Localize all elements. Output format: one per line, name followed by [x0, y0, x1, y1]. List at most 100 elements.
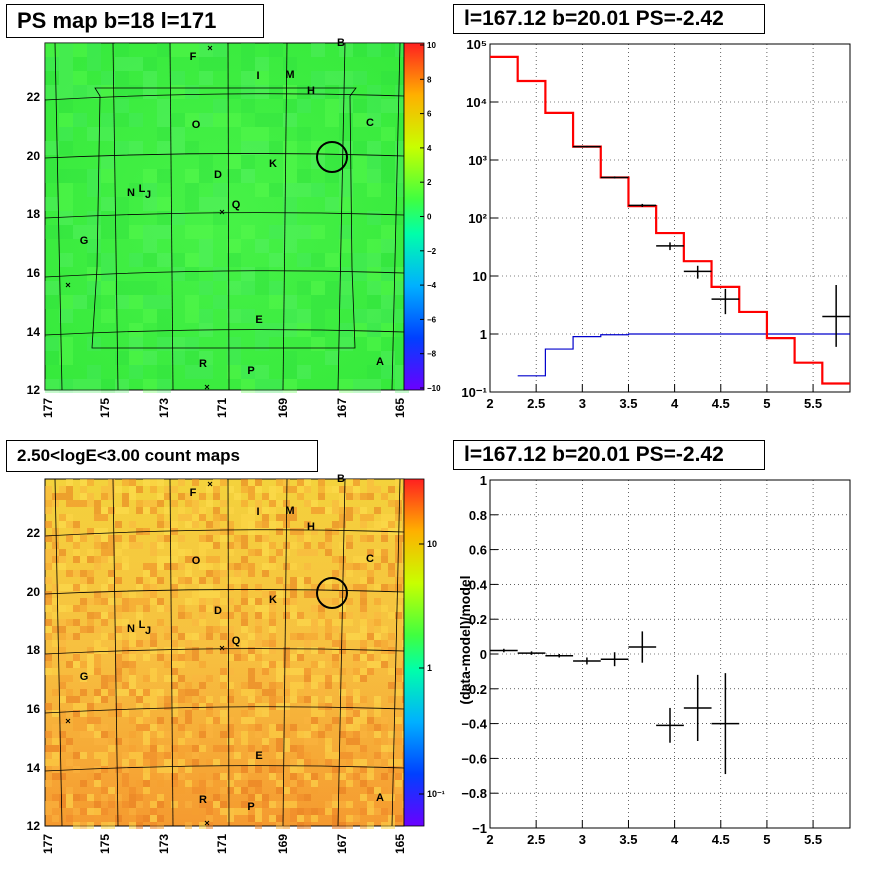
map-pixel: [59, 710, 66, 717]
map-pixel: [192, 556, 199, 563]
map-pixel: [192, 500, 199, 507]
map-pixel: [220, 815, 227, 822]
map-pixel: [178, 535, 185, 542]
map-pixel: [164, 759, 171, 766]
map-pixel: [234, 605, 241, 612]
map-pixel: [276, 815, 283, 822]
x-tick-label: 5.5: [804, 832, 822, 847]
map-pixel: [185, 351, 199, 365]
map-pixel: [108, 682, 115, 689]
map-pixel: [178, 661, 185, 668]
map-pixel: [381, 351, 395, 365]
map-pixel: [206, 563, 213, 570]
map-pixel: [143, 591, 150, 598]
map-pixel: [171, 528, 178, 535]
source-label-k: K: [269, 594, 277, 606]
map-pixel: [129, 521, 136, 528]
map-pixel: [157, 113, 171, 127]
map-pixel: [297, 647, 304, 654]
map-pixel: [108, 801, 115, 808]
map-pixel: [332, 808, 339, 815]
map-pixel: [374, 724, 381, 731]
map-pixel: [115, 535, 122, 542]
source-label-h: H: [307, 521, 315, 533]
map-pixel: [192, 745, 199, 752]
colorbar-tick-label: −4: [427, 281, 437, 290]
total-model-line: [490, 55, 850, 385]
map-pixel: [227, 351, 241, 365]
map-pixel: [318, 675, 325, 682]
map-pixel: [269, 379, 283, 393]
map-pixel: [185, 640, 192, 647]
map-pixel: [206, 626, 213, 633]
map-pixel: [339, 225, 353, 239]
map-pixel: [150, 570, 157, 577]
map-pixel: [157, 822, 164, 829]
y-tick-label: 20: [27, 585, 41, 599]
map-pixel: [122, 780, 129, 787]
map-pixel: [45, 731, 52, 738]
map-pixel: [381, 323, 395, 337]
map-pixel: [304, 794, 311, 801]
map-pixel: [283, 675, 290, 682]
source-label-j: J: [145, 625, 151, 637]
map-pixel: [332, 556, 339, 563]
map-pixel: [115, 281, 129, 295]
map-pixel: [199, 661, 206, 668]
map-pixel: [367, 281, 381, 295]
map-pixel: [311, 759, 318, 766]
map-pixel: [150, 703, 157, 710]
map-pixel: [360, 598, 367, 605]
map-pixel: [59, 211, 73, 225]
map-pixel: [108, 647, 115, 654]
x-tick-label: 171: [215, 398, 229, 418]
map-pixel: [143, 295, 157, 309]
map-pixel: [325, 801, 332, 808]
map-pixel: [199, 731, 206, 738]
map-pixel: [101, 535, 108, 542]
map-pixel: [206, 633, 213, 640]
map-pixel: [52, 549, 59, 556]
map-pixel: [374, 808, 381, 815]
map-pixel: [129, 598, 136, 605]
map-pixel: [248, 493, 255, 500]
map-pixel: [381, 752, 388, 759]
map-pixel: [241, 521, 248, 528]
map-pixel: [59, 556, 66, 563]
map-pixel: [157, 766, 164, 773]
map-pixel: [339, 633, 346, 640]
x-tick-label: 5: [763, 396, 770, 411]
map-pixel: [52, 766, 59, 773]
map-pixel: [129, 675, 136, 682]
map-pixel: [101, 197, 115, 211]
y-tick-label: 22: [27, 526, 41, 540]
map-pixel: [185, 801, 192, 808]
map-pixel: [206, 759, 213, 766]
map-pixel: [339, 731, 346, 738]
map-pixel: [136, 500, 143, 507]
map-pixel: [185, 710, 192, 717]
map-pixel: [220, 682, 227, 689]
map-pixel: [45, 486, 52, 493]
map-pixel: [213, 521, 220, 528]
map-pixel: [311, 43, 325, 57]
meridian-line: [391, 478, 401, 827]
map-pixel: [374, 752, 381, 759]
map-pixel: [227, 337, 241, 351]
map-pixel: [395, 675, 402, 682]
map-pixel: [262, 542, 269, 549]
map-pixel: [269, 724, 276, 731]
map-pixel: [311, 731, 318, 738]
map-pixel: [374, 598, 381, 605]
map-pixel: [290, 787, 297, 794]
map-pixel: [94, 696, 101, 703]
map-pixel: [339, 647, 346, 654]
map-pixel: [360, 619, 367, 626]
map-pixel: [164, 556, 171, 563]
map-pixel: [171, 668, 178, 675]
map-pixel: [73, 43, 87, 57]
map-pixel: [94, 591, 101, 598]
map-pixel: [276, 661, 283, 668]
map-pixel: [220, 668, 227, 675]
map-pixel: [115, 612, 122, 619]
